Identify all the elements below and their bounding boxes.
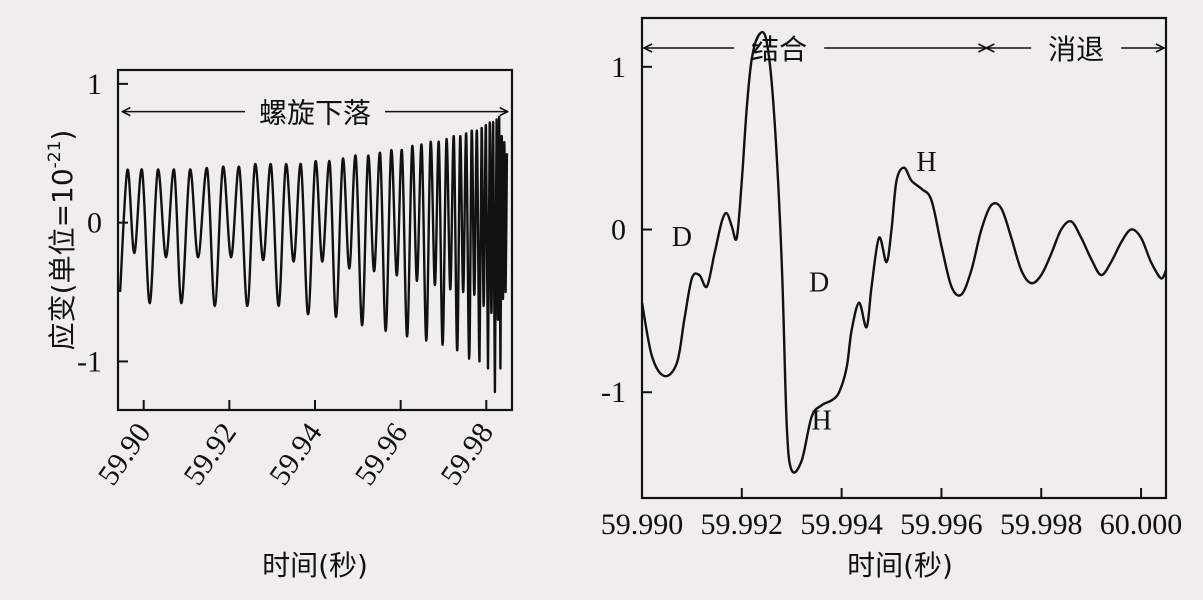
- right-x-tick-label: 60.000: [1100, 508, 1183, 541]
- left-x-ticks: 59.90 59.92 59.94 59.96 59.98: [92, 400, 500, 491]
- left-x-tick-label: 59.90: [92, 417, 158, 491]
- right-x-axis-label: 时间(秒): [847, 549, 953, 582]
- left-x-axis-label: 时间(秒): [262, 549, 368, 582]
- right-x-tick-label: 59.998: [1000, 508, 1083, 541]
- right-y-tick-label: 0: [611, 214, 626, 247]
- left-x-tick-label: 59.94: [263, 417, 329, 491]
- right-x-tick-label: 59.994: [800, 508, 883, 541]
- right-y-tick-label: -1: [601, 376, 626, 409]
- right-x-tick-label: 59.990: [601, 508, 684, 541]
- mode-label-h: H: [812, 406, 832, 437]
- mode-label-d: D: [672, 222, 692, 253]
- left-chart: 1 0 -1 59.90 59.92 59.94 59.96 59.98 螺旋下落 应变(单…: [45, 68, 514, 582]
- left-x-tick-label: 59.96: [349, 417, 415, 491]
- merger-label: 结合: [751, 33, 807, 66]
- left-annotation-inspiral: 螺旋下落: [122, 97, 507, 130]
- right-x-tick-label: 59.996: [900, 508, 983, 541]
- ringdown-label: 消退: [1048, 33, 1104, 66]
- right-x-ticks: 59.990 59.992 59.994 59.996 59.998 60.000: [601, 488, 1183, 541]
- left-y-ticks: 1 0 -1: [77, 68, 128, 378]
- mode-label-h: H: [916, 147, 936, 178]
- right-y-tick-label: 1: [611, 51, 626, 84]
- left-x-tick-label: 59.92: [177, 417, 243, 491]
- left-y-tick-label: -1: [77, 345, 102, 378]
- right-chart: 1 0 -1 59.990 59.992 59.994 59.996 59.998 60.00…: [601, 16, 1183, 582]
- left-y-axis-label: 应变(单位=10-21): [45, 130, 79, 351]
- right-x-tick-label: 59.992: [701, 508, 784, 541]
- right-annotations: 结合 消退 D D H H: [644, 33, 1164, 437]
- right-plot-frame: [640, 16, 1168, 500]
- right-strain-line: [640, 30, 1168, 474]
- left-strain-line: [118, 115, 509, 394]
- left-x-tick-label: 59.98: [434, 417, 500, 491]
- inspiral-label: 螺旋下落: [259, 97, 371, 130]
- left-y-tick-label: 1: [87, 68, 102, 101]
- mode-label-d: D: [809, 267, 829, 298]
- right-y-ticks: 1 0 -1: [601, 51, 652, 409]
- left-y-tick-label: 0: [87, 207, 102, 240]
